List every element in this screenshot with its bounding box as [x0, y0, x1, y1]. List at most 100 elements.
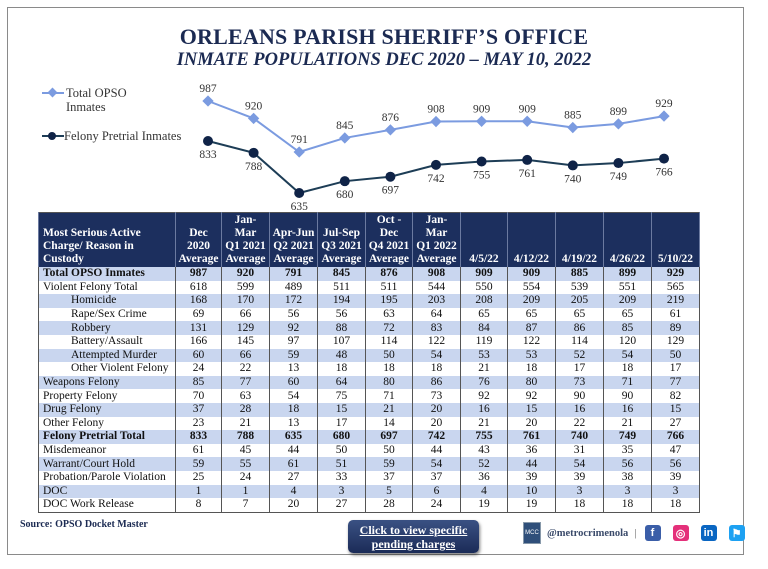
table-cell: 565	[651, 280, 700, 295]
column-header-line: Jul-Sep	[322, 227, 361, 239]
twitter-icon[interactable]: ⚑	[728, 525, 745, 541]
row-label: Other Felony	[38, 416, 176, 431]
table-cell: 13	[269, 416, 318, 431]
series-layer: 987 920 791 845 876 908 909 909 885 899 929 833 788 6…	[199, 83, 673, 213]
series-total-opso: 987 920 791 845 876 908 909 909 885 899 929	[199, 83, 673, 158]
data-point-circle	[385, 171, 396, 182]
table-cell: 39	[507, 470, 556, 485]
table-cell: 10	[507, 484, 556, 499]
legend-circle-marker-icon	[48, 132, 56, 140]
data-label: 749	[610, 171, 628, 183]
data-label: 920	[245, 100, 263, 112]
table-cell: 70	[175, 389, 222, 403]
table-cell: 18	[317, 362, 366, 376]
row-label: Drug Felony	[38, 402, 176, 417]
view-pending-charges-button[interactable]: Click to view specific pending charges	[348, 520, 479, 553]
table-cell: 1	[175, 484, 222, 499]
row-label: Attempted Murder	[38, 348, 176, 363]
table-cell: 60	[175, 348, 222, 363]
table-cell: 87	[507, 321, 556, 335]
table-cell: 90	[603, 389, 652, 403]
row-label: Misdemeanor	[38, 443, 176, 458]
table-cell: 114	[555, 334, 604, 349]
column-header-line: 4/5/22	[469, 253, 499, 265]
table-cell: 203	[412, 294, 461, 308]
table-cell: 53	[507, 348, 556, 363]
data-point-diamond	[567, 121, 579, 134]
table-row: DOC Work Release 8 7 20 27 28 24 19 19 18 18 18	[38, 498, 700, 513]
linkedin-icon[interactable]: in	[700, 525, 717, 541]
header-charge-label-line: Charge/ Reason in Custody	[43, 240, 134, 265]
table-cell: 56	[651, 457, 700, 471]
row-label: Violent Felony Total	[38, 280, 176, 295]
table-cell: 44	[412, 443, 461, 458]
table-cell: 86	[412, 375, 461, 390]
column-header-line: 5/10/22	[657, 253, 694, 265]
column-header-line: 4/26/22	[609, 253, 646, 265]
table-row: Violent Felony Total 618 599 489 511 511 544 55…	[38, 280, 700, 295]
table-cell: 65	[555, 307, 604, 322]
table-cell: 791	[269, 267, 318, 281]
table-cell: 21	[460, 416, 508, 431]
column-header-line	[654, 240, 697, 253]
data-label: 635	[291, 201, 309, 213]
table-cell: 18	[365, 362, 413, 376]
line-chart: Total OPSO Inmates Felony Pretrial Inmat…	[42, 83, 673, 213]
separator: |	[634, 527, 637, 539]
data-label: 833	[199, 149, 217, 161]
table-cell: 28	[365, 498, 413, 513]
table-row: DOC 1 1 4 3 5 6 4 10 3 3 3	[38, 484, 700, 499]
table-cell: 885	[555, 267, 604, 281]
column-header-line: Average	[225, 253, 266, 265]
legend-label-total-line2: Inmates	[66, 100, 106, 114]
data-point-circle	[659, 153, 669, 164]
data-point-diamond	[658, 110, 670, 122]
table-cell: 47	[651, 443, 700, 458]
table-cell: 90	[555, 389, 604, 403]
column-header-line: Jan-Mar	[234, 214, 257, 239]
table-cell: 909	[507, 267, 556, 281]
instagram-icon[interactable]: ◎	[672, 525, 689, 541]
data-point-diamond	[384, 124, 397, 136]
table-row: Misdemeanor 61 45 44 50 50 44 43 36 31 35 47	[38, 443, 700, 458]
data-point-diamond	[202, 95, 214, 107]
table-cell: 92	[269, 321, 318, 335]
table-cell: 788	[221, 430, 270, 444]
table-cell: 22	[221, 362, 270, 376]
table-cell: 145	[221, 334, 270, 349]
row-label: Other Violent Felony	[38, 362, 176, 376]
data-point-circle	[476, 156, 487, 167]
legend-label-total-line1: Total OPSO	[66, 86, 127, 100]
series-felony-pretrial: 833 788 635 680 697 742 755 761 740 749 766	[199, 136, 673, 213]
column-header-line: Apr-Jun	[272, 227, 315, 239]
table-cell: 59	[269, 348, 318, 363]
table-cell: 170	[221, 294, 270, 308]
column-header: 4/19/22	[555, 212, 604, 267]
column-header-line: Dec	[189, 227, 208, 239]
table-cell: 749	[603, 430, 652, 444]
column-header: 4/5/22	[460, 212, 508, 267]
table-cell: 54	[412, 457, 461, 471]
table-header-row: Most Serious Active Charge/ Reason in Cus…	[38, 212, 700, 267]
table-cell: 697	[365, 430, 413, 444]
column-header-line: 4/12/22	[513, 253, 550, 265]
table-cell: 52	[555, 348, 604, 363]
facebook-icon[interactable]: f	[644, 525, 661, 541]
table-cell: 50	[651, 348, 700, 363]
table-cell: 71	[603, 375, 652, 390]
inmate-population-table: Most Serious Active Charge/ Reason in Cus…	[38, 212, 700, 513]
table-row: Probation/Parole Violation 25 24 27 33 37 37 36…	[38, 470, 700, 485]
table-cell: 16	[460, 402, 508, 417]
table-cell: 44	[269, 443, 318, 458]
column-header: 4/12/22	[507, 212, 556, 267]
data-point-diamond	[339, 132, 351, 144]
table-cell: 635	[269, 430, 318, 444]
table-cell: 219	[651, 294, 700, 308]
table-cell: 18	[555, 498, 604, 513]
data-label: 788	[245, 161, 263, 173]
table-cell: 66	[221, 348, 270, 363]
page-title: ORLEANS PARISH SHERIFF’S OFFICE	[179, 24, 589, 49]
social-handle[interactable]: @metrocrimenola	[547, 527, 629, 539]
table-cell: 761	[507, 430, 556, 444]
table-cell: 554	[507, 280, 556, 295]
